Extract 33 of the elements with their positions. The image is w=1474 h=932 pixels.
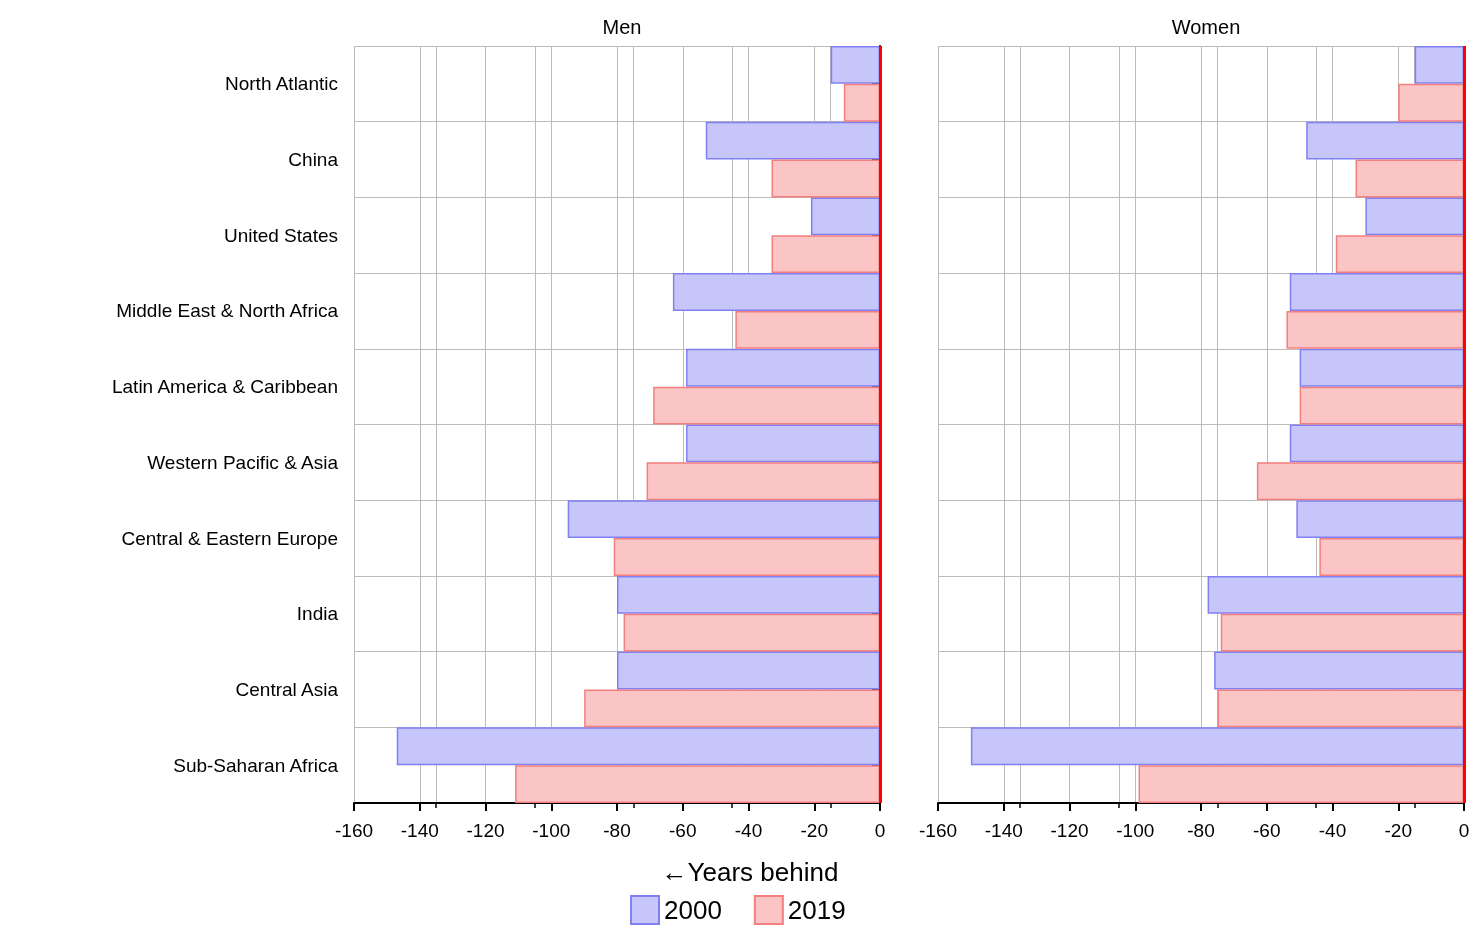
legend-label: 2019 xyxy=(787,895,846,925)
chart-title: Women xyxy=(1171,16,1241,38)
y-tick-label: Latin America & Caribbean xyxy=(111,376,338,398)
x-tick-label: -140 xyxy=(400,820,439,841)
x-tick-label: -160 xyxy=(334,820,374,841)
y-tick-label: Central & Eastern Europe xyxy=(121,527,338,549)
x-axis-title: ←Years behind xyxy=(661,857,839,887)
x-tick-label: -120 xyxy=(466,820,505,841)
x-tick-label: -80 xyxy=(603,820,631,841)
x-tick-label: -60 xyxy=(669,820,697,841)
y-tick-label: North Atlantic xyxy=(225,73,338,95)
y-tick-label: Middle East & North Africa xyxy=(116,300,339,322)
legend-label: 2000 xyxy=(664,895,722,925)
y-tick-label: United States xyxy=(223,224,338,246)
y-tick-label: China xyxy=(288,149,339,171)
x-tick-label: -100 xyxy=(1116,820,1155,841)
x-tick-label: -100 xyxy=(532,820,571,841)
x-tick-label: 0 xyxy=(1458,820,1470,841)
y-tick-label: Central Asia xyxy=(235,678,339,700)
x-tick-label: -160 xyxy=(918,820,958,841)
y-tick-label: Western Pacific & Asia xyxy=(147,451,339,473)
x-tick-label: -20 xyxy=(1384,820,1412,841)
y-tick-label: Sub-Saharan Africa xyxy=(173,754,339,776)
x-tick-label: -40 xyxy=(734,820,763,841)
x-tick-label: 0 xyxy=(874,820,886,841)
x-tick-label: -40 xyxy=(1318,820,1347,841)
x-tick-label: -20 xyxy=(800,820,828,841)
chart-title: Men xyxy=(602,16,642,38)
x-tick-label: -60 xyxy=(1253,820,1281,841)
x-tick-label: -140 xyxy=(984,820,1023,841)
x-tick-label: -80 xyxy=(1187,820,1215,841)
y-tick-label: India xyxy=(296,603,339,625)
x-tick-label: -120 xyxy=(1050,820,1089,841)
